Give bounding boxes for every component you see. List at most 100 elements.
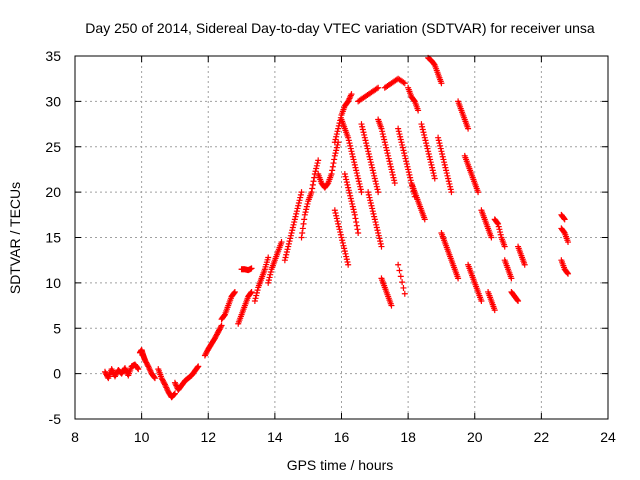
data-point <box>376 235 383 242</box>
data-point <box>290 221 297 228</box>
data-point <box>378 243 385 250</box>
data-point <box>400 147 407 154</box>
data-point <box>345 261 352 268</box>
data-point <box>333 133 340 140</box>
data-point <box>419 126 426 133</box>
data-point <box>494 219 501 226</box>
data-point <box>373 85 380 92</box>
data-point <box>430 170 437 177</box>
plot-frame <box>74 55 609 420</box>
data-point <box>497 231 504 238</box>
data-point <box>348 198 355 205</box>
data-point <box>373 180 380 187</box>
data-point <box>341 245 348 252</box>
data-point <box>428 161 435 168</box>
data-point <box>437 145 444 152</box>
data-point <box>358 121 365 128</box>
data-point <box>367 156 374 163</box>
data-point <box>343 179 350 186</box>
data-point <box>561 215 568 222</box>
data-point <box>355 175 362 182</box>
data-point <box>353 222 360 229</box>
data-point <box>402 155 409 162</box>
data-point <box>301 211 308 218</box>
data-point <box>247 289 254 296</box>
data-point <box>342 250 349 257</box>
data-point <box>345 187 352 194</box>
data-point <box>357 183 364 190</box>
data-point <box>403 158 410 165</box>
data-point <box>298 234 305 241</box>
x-tick-label: 20 <box>467 429 483 445</box>
data-point <box>339 237 346 244</box>
data-point <box>332 136 339 143</box>
data-point <box>333 144 340 151</box>
data-point <box>287 235 294 242</box>
data-point <box>371 172 378 179</box>
data-point <box>564 269 571 276</box>
data-point <box>297 191 304 198</box>
y-tick-label: 25 <box>45 139 61 155</box>
data-point <box>445 178 452 185</box>
data-point <box>333 215 340 222</box>
data-point <box>365 151 372 158</box>
data-point <box>340 242 347 249</box>
data-point <box>375 189 382 196</box>
data-point <box>400 284 407 291</box>
data-point <box>310 178 317 185</box>
data-point <box>301 216 308 223</box>
data-point <box>431 61 438 68</box>
data-point <box>231 288 238 295</box>
x-axis-label: GPS time / hours <box>287 457 394 473</box>
data-point <box>372 219 379 226</box>
data-point <box>252 295 259 302</box>
data-point <box>381 136 388 143</box>
data-point <box>371 216 378 223</box>
data-point <box>293 210 300 217</box>
data-point <box>355 178 362 185</box>
data-point <box>195 363 202 370</box>
data-point <box>334 218 341 225</box>
data-point <box>304 200 311 207</box>
data-points <box>101 54 572 401</box>
data-point <box>283 251 290 258</box>
data-point <box>349 153 356 160</box>
data-point <box>387 163 394 170</box>
data-point <box>151 374 158 381</box>
data-point <box>351 211 358 218</box>
data-point <box>300 220 307 227</box>
data-point <box>278 239 285 246</box>
data-point <box>443 167 450 174</box>
data-point <box>364 145 371 152</box>
data-point <box>311 174 318 181</box>
data-point <box>389 169 396 176</box>
data-point <box>391 180 398 187</box>
data-point <box>373 224 380 231</box>
data-point <box>218 322 225 329</box>
data-point <box>401 150 408 157</box>
data-point <box>561 216 568 223</box>
data-point <box>331 139 338 146</box>
data-point <box>380 133 387 140</box>
data-point <box>333 212 340 219</box>
data-point <box>363 142 370 149</box>
x-tick-label: 24 <box>600 429 616 445</box>
data-point <box>266 274 273 281</box>
data-point <box>403 160 410 167</box>
data-point <box>427 159 434 166</box>
data-point <box>144 362 151 369</box>
data-point <box>217 323 224 330</box>
data-point <box>421 134 428 141</box>
data-point <box>366 194 373 201</box>
data-point <box>350 156 357 163</box>
data-point <box>405 169 412 176</box>
data-point <box>421 216 428 223</box>
data-point <box>455 275 462 282</box>
data-point <box>423 140 430 147</box>
data-point <box>303 203 310 210</box>
data-point <box>429 167 436 174</box>
data-point <box>404 163 411 170</box>
data-point <box>495 220 502 227</box>
data-point <box>439 151 446 158</box>
y-tick-label: 5 <box>53 320 61 336</box>
